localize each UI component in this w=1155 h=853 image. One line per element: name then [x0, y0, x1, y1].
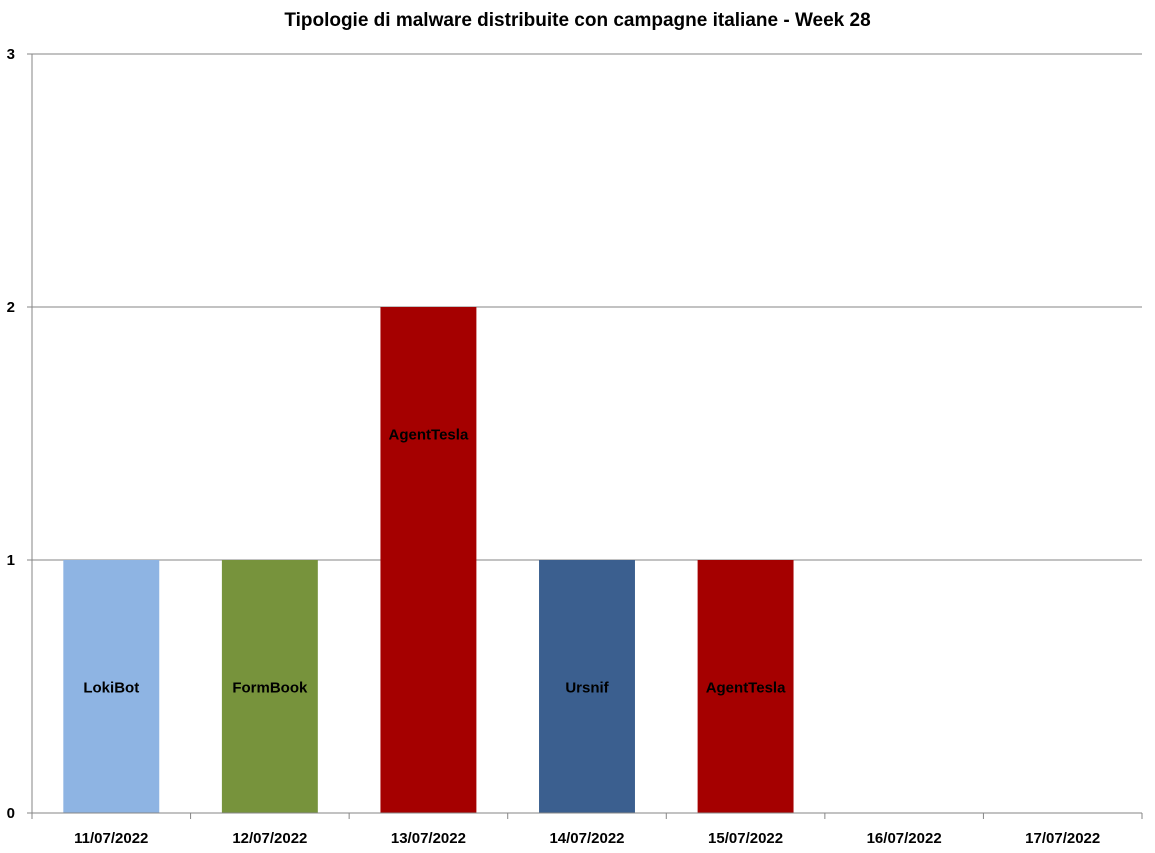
bar-data-label: AgentTesla — [389, 427, 469, 444]
bar-13/07/2022 — [380, 307, 477, 813]
bar-data-label: Ursnif — [565, 680, 609, 697]
axes — [27, 53, 1143, 819]
x-tick-label: 13/07/2022 — [391, 830, 466, 847]
bar-data-label: AgentTesla — [706, 680, 786, 697]
y-tick-label: 2 — [7, 299, 15, 316]
x-tick-label: 17/07/2022 — [1025, 830, 1100, 847]
chart-title: Tipologie di malware distribuite con cam… — [284, 10, 871, 31]
x-tick-label: 11/07/2022 — [74, 830, 148, 847]
y-tick-label: 0 — [7, 805, 15, 822]
bar-12/07/2022 — [221, 560, 318, 813]
bar-15/07/2022 — [697, 560, 794, 813]
x-tick-label: 15/07/2022 — [708, 830, 783, 847]
bar-14/07/2022 — [539, 560, 635, 813]
bar-data-label: LokiBot — [83, 680, 139, 697]
y-tick-label: 1 — [7, 552, 15, 569]
bar-data-label: FormBook — [232, 680, 308, 697]
y-tick-label: 3 — [7, 46, 15, 63]
labels: 0 1 2 3 LokiBot FormBook AgentTesla Ursnif Agent… — [7, 46, 1101, 847]
x-tick-label: 14/07/2022 — [549, 830, 624, 847]
bar-11/07/2022 — [63, 560, 160, 813]
gridlines — [32, 53, 1142, 561]
x-tick-label: 16/07/2022 — [867, 830, 942, 847]
bars — [63, 307, 794, 813]
x-tick-label: 12/07/2022 — [232, 830, 307, 847]
